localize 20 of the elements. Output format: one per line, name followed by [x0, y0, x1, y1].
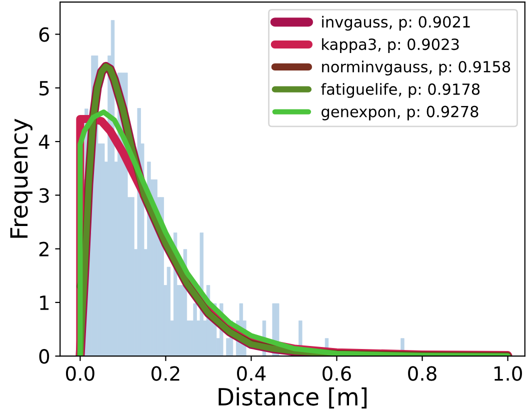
y-tick-label: 0 [39, 349, 50, 364]
x-tick-label: 0.8 [408, 366, 436, 381]
x-tick-label: 0.0 [66, 366, 94, 381]
y-tick-label: 1 [40, 296, 49, 310]
x-axis-title: Distance [m] [218, 387, 367, 408]
x-tick-label: 0.6 [322, 366, 351, 381]
legend-label: norminvgauss, p: 0.9158 [322, 60, 510, 76]
legend-label: genexpon, p: 0.9278 [322, 106, 478, 120]
x-tick-label: 1.0 [494, 366, 522, 381]
legend-label: kappa3, p: 0.9023 [322, 38, 459, 54]
legend-label: fatiguelife, p: 0.9178 [321, 83, 480, 98]
y-tick-label: 4 [38, 134, 50, 149]
x-tick-label: 0.4 [237, 366, 266, 381]
x-tick-label: 0.2 [152, 366, 180, 381]
y-axis-title: Frequency [10, 118, 32, 238]
y-tick-label: 3 [39, 188, 49, 203]
y-tick-label: 6 [39, 27, 50, 42]
legend-label: invgauss, p: 0.9021 [322, 16, 470, 31]
y-tick-label: 5 [39, 81, 49, 96]
y-tick-label: 2 [39, 242, 48, 256]
